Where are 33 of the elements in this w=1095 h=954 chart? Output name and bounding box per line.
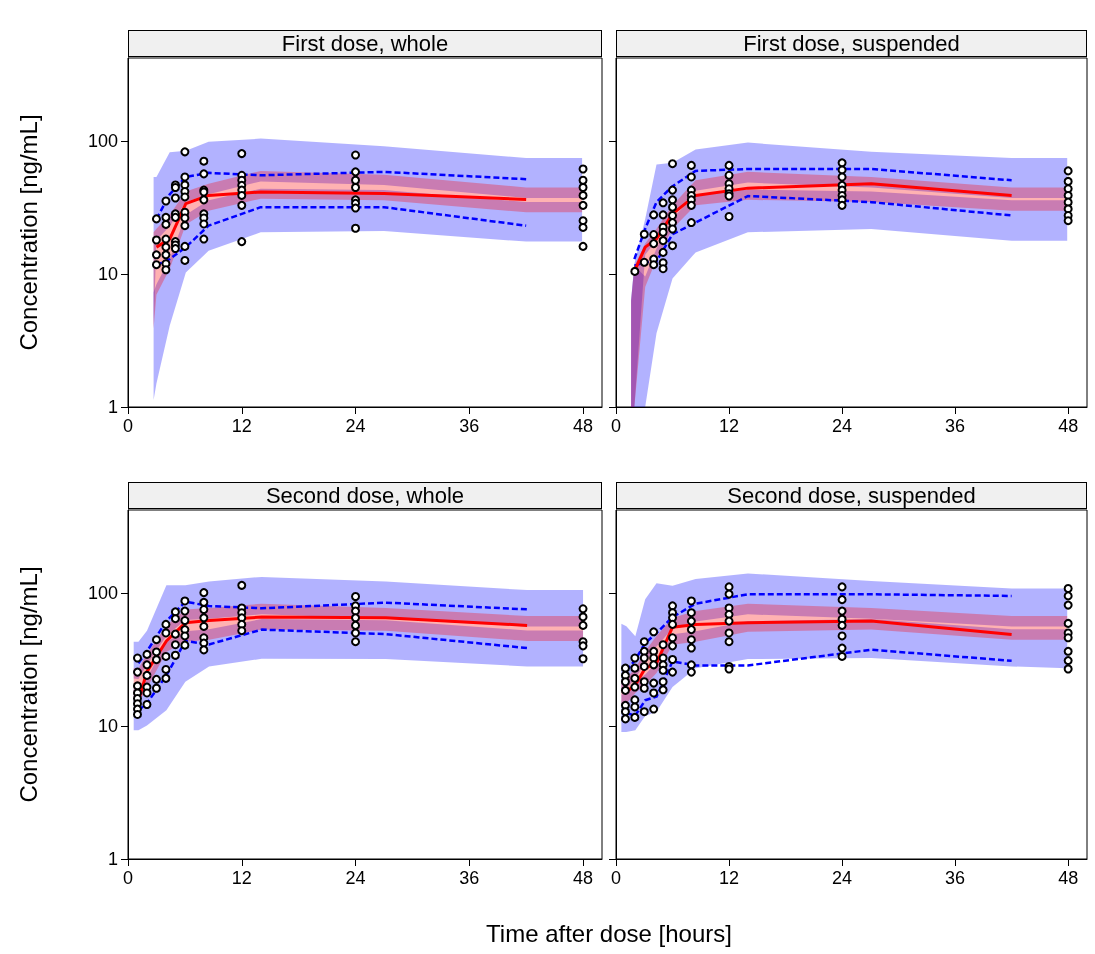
y-tick-label: 1: [107, 849, 118, 869]
chart-title: First dose, whole: [128, 30, 602, 57]
x-tick-label: 0: [122, 868, 134, 888]
x-tick-label: 0: [610, 416, 622, 436]
chart-title: First dose, suspended: [616, 30, 1087, 57]
x-tick-label: 48: [1058, 416, 1079, 436]
x-tick-label: 12: [719, 868, 740, 888]
y-tick-label: 1: [107, 397, 118, 417]
x-tick-label: 36: [459, 868, 480, 888]
x-tick-label: 24: [345, 416, 366, 436]
x-tick-label: 0: [610, 868, 622, 888]
y-tick-label: 10: [97, 715, 118, 736]
y-tick-label: 10: [97, 264, 118, 285]
x-tick-label: 24: [345, 868, 366, 888]
chart-title: Second dose, suspended: [616, 482, 1087, 509]
y-axis-title: Concentration [ng/mL]: [14, 114, 42, 351]
x-tick-label: 36: [945, 416, 966, 436]
x-tick-label: 48: [573, 416, 594, 436]
chart-title: Second dose, whole: [128, 482, 602, 509]
x-tick-label: 24: [832, 868, 853, 888]
x-tick-label: 0: [122, 416, 134, 436]
y-axis-title: Concentration [ng/mL]: [14, 566, 42, 803]
x-tick-label: 36: [945, 868, 966, 888]
x-tick-label: 48: [1058, 868, 1079, 888]
x-tick-label: 36: [459, 416, 480, 436]
y-tick-label: 100: [87, 582, 118, 603]
x-tick-label: 24: [832, 416, 853, 436]
x-tick-label: 48: [573, 868, 594, 888]
x-tick-label: 12: [231, 868, 252, 888]
x-axis-title: Time after dose [hours]: [485, 920, 733, 948]
x-tick-label: 12: [231, 416, 252, 436]
y-tick-label: 100: [87, 131, 118, 152]
x-tick-label: 12: [719, 416, 740, 436]
